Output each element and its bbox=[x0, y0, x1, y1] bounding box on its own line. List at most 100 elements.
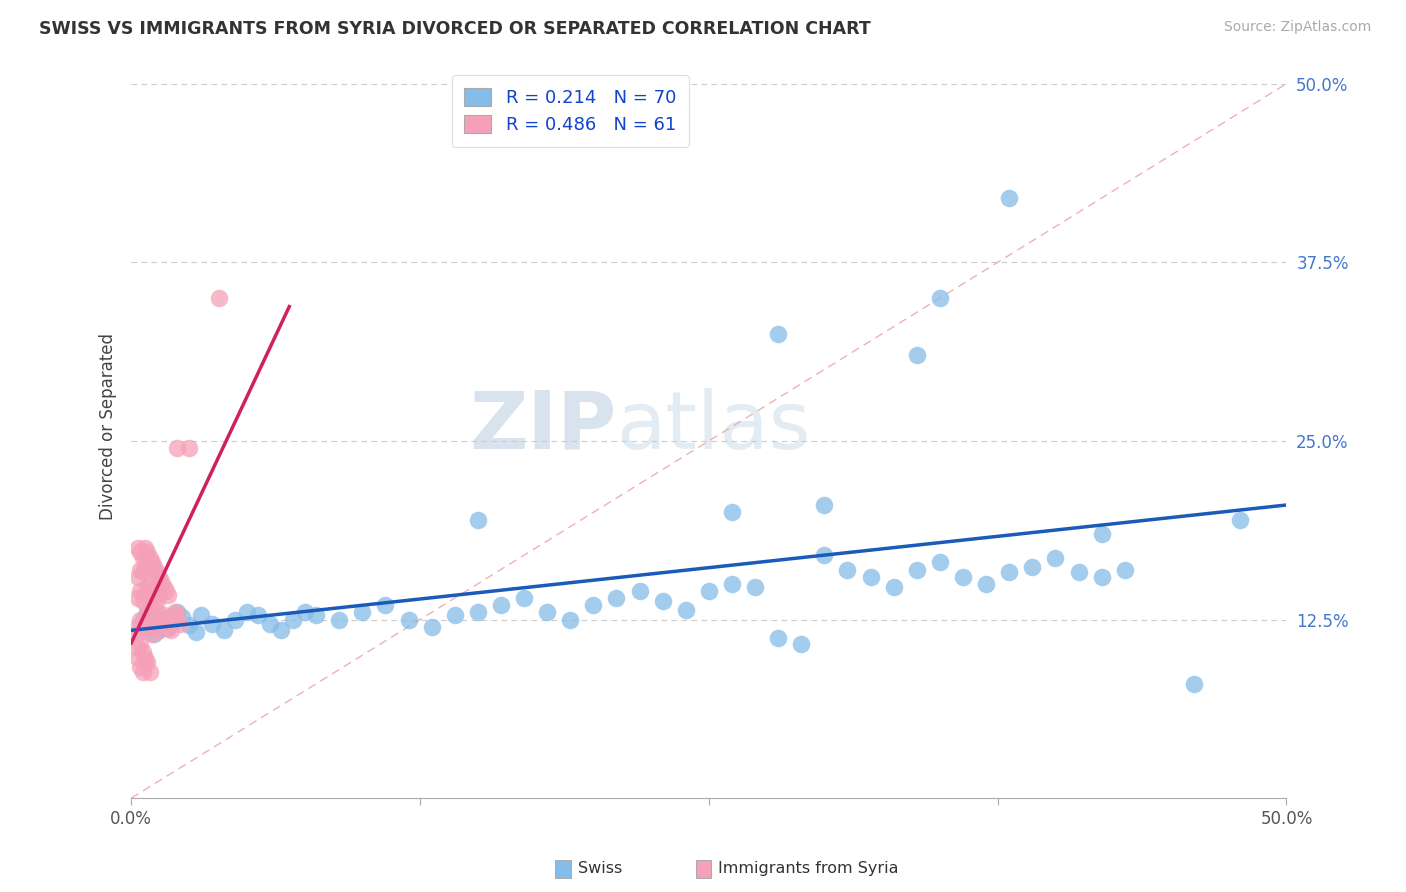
Point bbox=[127, 591, 149, 606]
Point bbox=[134, 559, 156, 574]
Point bbox=[513, 591, 536, 606]
Point bbox=[374, 599, 396, 613]
Point bbox=[127, 569, 149, 583]
Point bbox=[177, 618, 200, 632]
Point bbox=[190, 608, 212, 623]
Point bbox=[143, 613, 166, 627]
Point bbox=[859, 569, 882, 583]
Point bbox=[152, 608, 174, 623]
Point bbox=[152, 580, 174, 594]
Point bbox=[141, 627, 163, 641]
Point bbox=[582, 599, 605, 613]
Point bbox=[177, 441, 200, 455]
Point bbox=[132, 665, 155, 680]
Point bbox=[628, 584, 651, 599]
Text: ZIP: ZIP bbox=[470, 388, 616, 466]
Point bbox=[132, 551, 155, 566]
Point bbox=[813, 548, 835, 562]
Point bbox=[1182, 677, 1205, 691]
Point bbox=[837, 562, 859, 576]
Point bbox=[143, 627, 166, 641]
Point bbox=[150, 574, 173, 588]
Point bbox=[883, 580, 905, 594]
Point bbox=[766, 631, 789, 645]
Point bbox=[1114, 562, 1136, 576]
Point bbox=[443, 608, 465, 623]
Point bbox=[157, 621, 180, 635]
Point bbox=[148, 623, 170, 637]
Point bbox=[974, 576, 997, 591]
Point bbox=[162, 613, 184, 627]
Point bbox=[129, 584, 152, 599]
Point bbox=[905, 562, 928, 576]
Point bbox=[651, 594, 673, 608]
Point bbox=[134, 651, 156, 665]
Point bbox=[143, 591, 166, 606]
Point bbox=[157, 588, 180, 602]
Point bbox=[744, 580, 766, 594]
Point bbox=[138, 665, 160, 680]
Point bbox=[952, 569, 974, 583]
Point bbox=[134, 616, 156, 631]
Point bbox=[1091, 569, 1114, 583]
Point bbox=[136, 606, 159, 620]
Point bbox=[162, 614, 184, 628]
Point bbox=[998, 191, 1021, 205]
Point bbox=[560, 613, 582, 627]
Point bbox=[134, 588, 156, 602]
Point bbox=[127, 651, 149, 665]
Point bbox=[129, 545, 152, 559]
Point bbox=[420, 620, 443, 634]
Point bbox=[247, 608, 270, 623]
Point bbox=[159, 623, 181, 637]
Point bbox=[467, 512, 489, 526]
Point bbox=[145, 566, 167, 580]
Point bbox=[328, 613, 350, 627]
Point bbox=[129, 659, 152, 673]
Point bbox=[134, 656, 156, 670]
Point bbox=[1067, 566, 1090, 580]
Point bbox=[132, 623, 155, 637]
Point bbox=[489, 599, 512, 613]
Point bbox=[201, 616, 224, 631]
Point bbox=[136, 656, 159, 670]
Point bbox=[150, 616, 173, 631]
Point bbox=[236, 606, 259, 620]
Point bbox=[169, 616, 191, 631]
Point bbox=[352, 606, 374, 620]
Point bbox=[270, 623, 292, 637]
Point bbox=[136, 551, 159, 566]
Point bbox=[132, 613, 155, 627]
Point bbox=[184, 625, 207, 640]
Point bbox=[294, 606, 316, 620]
Point bbox=[136, 545, 159, 559]
Point bbox=[212, 623, 235, 637]
Point bbox=[790, 637, 813, 651]
Point bbox=[172, 609, 194, 624]
Y-axis label: Divorced or Separated: Divorced or Separated bbox=[100, 333, 117, 520]
Point bbox=[148, 588, 170, 602]
Point bbox=[136, 580, 159, 594]
Point bbox=[305, 608, 328, 623]
Point bbox=[281, 613, 304, 627]
Point bbox=[125, 627, 148, 641]
Point bbox=[155, 584, 177, 599]
Point bbox=[467, 606, 489, 620]
Point bbox=[155, 613, 177, 627]
Point bbox=[141, 584, 163, 599]
Point bbox=[1045, 551, 1067, 566]
Point bbox=[928, 291, 950, 305]
Point bbox=[150, 616, 173, 631]
Point bbox=[697, 584, 720, 599]
Point bbox=[259, 616, 281, 631]
Point bbox=[138, 606, 160, 620]
Point bbox=[905, 348, 928, 362]
Text: Source: ZipAtlas.com: Source: ZipAtlas.com bbox=[1223, 20, 1371, 34]
Text: Immigrants from Syria: Immigrants from Syria bbox=[718, 862, 898, 876]
Text: SWISS VS IMMIGRANTS FROM SYRIA DIVORCED OR SEPARATED CORRELATION CHART: SWISS VS IMMIGRANTS FROM SYRIA DIVORCED … bbox=[39, 20, 872, 37]
Point bbox=[148, 569, 170, 583]
Point bbox=[132, 645, 155, 659]
Point bbox=[129, 613, 152, 627]
Point bbox=[166, 608, 188, 623]
Point bbox=[143, 559, 166, 574]
